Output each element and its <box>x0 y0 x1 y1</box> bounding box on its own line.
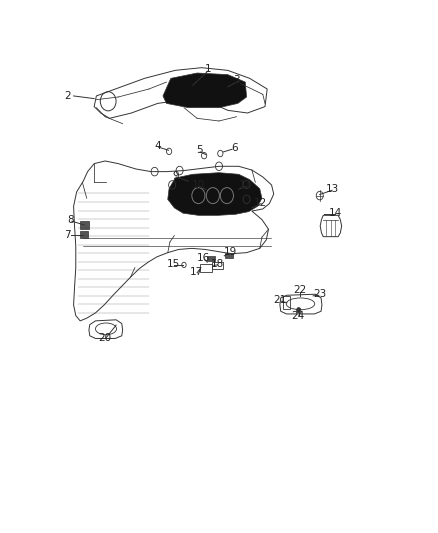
FancyBboxPatch shape <box>207 256 215 261</box>
Text: 19: 19 <box>223 247 237 257</box>
Text: 20: 20 <box>99 334 112 343</box>
Polygon shape <box>168 173 262 215</box>
Text: 14: 14 <box>328 208 342 218</box>
Circle shape <box>297 308 301 313</box>
Text: 9: 9 <box>172 171 179 181</box>
Polygon shape <box>163 73 247 108</box>
Text: 12: 12 <box>254 198 267 207</box>
Text: 1: 1 <box>205 64 212 74</box>
Text: 11: 11 <box>239 180 252 190</box>
Text: 10: 10 <box>192 180 205 190</box>
Text: 13: 13 <box>326 184 339 194</box>
Circle shape <box>220 188 233 204</box>
Text: 17: 17 <box>190 267 203 277</box>
Text: 16: 16 <box>197 253 210 263</box>
Text: 3: 3 <box>233 75 240 85</box>
FancyBboxPatch shape <box>80 231 88 238</box>
Text: 7: 7 <box>64 230 71 239</box>
Text: 23: 23 <box>313 289 326 299</box>
Text: 22: 22 <box>293 286 307 295</box>
FancyBboxPatch shape <box>225 253 233 258</box>
Circle shape <box>192 188 205 204</box>
FancyBboxPatch shape <box>80 221 89 229</box>
Circle shape <box>206 188 219 204</box>
Text: 5: 5 <box>196 146 203 155</box>
Text: 24: 24 <box>291 311 304 321</box>
Text: 6: 6 <box>231 143 238 153</box>
Text: 2: 2 <box>64 91 71 101</box>
Text: 15: 15 <box>166 259 180 269</box>
Text: 4: 4 <box>154 141 161 150</box>
Text: 18: 18 <box>211 259 224 269</box>
Text: 21: 21 <box>274 295 287 305</box>
Text: 8: 8 <box>67 215 74 225</box>
